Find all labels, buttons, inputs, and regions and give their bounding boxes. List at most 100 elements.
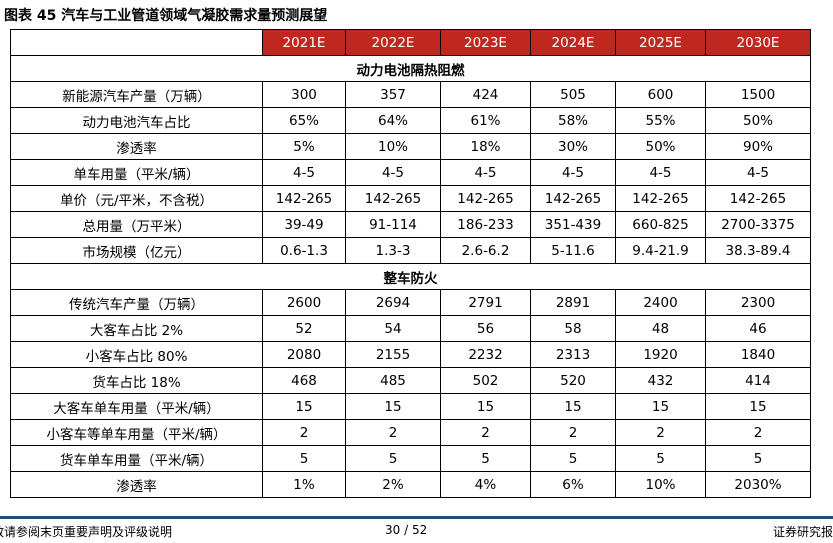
cell: 39-49 <box>262 211 346 238</box>
cell: 2694 <box>345 289 441 316</box>
cell: 2 <box>705 419 811 446</box>
cell: 2% <box>345 471 441 498</box>
cell: 5 <box>440 445 531 472</box>
header-cell: 2022E <box>345 29 441 56</box>
row-label: 货车占比 18% <box>10 367 263 394</box>
cell: 142-265 <box>440 185 531 212</box>
cell: 2030% <box>705 471 811 498</box>
cell: 1920 <box>615 341 706 368</box>
cell: 50% <box>615 133 706 160</box>
figure-title: 图表 45 汽车与工业管道领域气凝胶需求量预测展望 <box>4 8 328 24</box>
cell: 58 <box>530 315 616 342</box>
cell: 5-11.6 <box>530 237 616 264</box>
cell: 414 <box>705 367 811 394</box>
header-cell: 2025E <box>615 29 706 56</box>
cell: 61% <box>440 107 531 134</box>
data-table: 2021E 2022E 2023E 2024E 2025E 2030E 动力电池隔热阻燃 新能… <box>10 29 811 498</box>
footer-brand: 证券研究报 <box>772 525 833 539</box>
cell: 485 <box>345 367 441 394</box>
data-row: 单车用量（平米/辆） 4-5 4-5 4-5 4-5 4-5 4-5 <box>10 159 811 186</box>
cell: 15 <box>705 393 811 420</box>
row-label: 市场规模（亿元） <box>10 237 263 264</box>
cell: 4-5 <box>615 159 706 186</box>
cell: 600 <box>615 81 706 108</box>
row-label: 小客车占比 80% <box>10 341 263 368</box>
row-label: 新能源汽车产量（万辆） <box>10 81 263 108</box>
cell: 2791 <box>440 289 531 316</box>
cell: 2 <box>530 419 616 446</box>
cell: 55% <box>615 107 706 134</box>
cell: 2 <box>440 419 531 446</box>
cell: 15 <box>262 393 346 420</box>
header-row: 2021E 2022E 2023E 2024E 2025E 2030E <box>10 29 811 56</box>
cell: 1840 <box>705 341 811 368</box>
cell: 142-265 <box>262 185 346 212</box>
row-label: 传统汽车产量（万辆） <box>10 289 263 316</box>
cell: 46 <box>705 315 811 342</box>
header-cell: 2024E <box>530 29 616 56</box>
cell: 4-5 <box>262 159 346 186</box>
cell: 142-265 <box>705 185 811 212</box>
cell: 5% <box>262 133 346 160</box>
cell: 2891 <box>530 289 616 316</box>
cell: 5 <box>615 445 706 472</box>
cell: 468 <box>262 367 346 394</box>
cell: 5 <box>530 445 616 472</box>
data-row: 小客车占比 80% 2080 2155 2232 2313 1920 1840 <box>10 341 811 368</box>
data-row: 新能源汽车产量（万辆） 300 357 424 505 600 1500 <box>10 81 811 108</box>
cell: 64% <box>345 107 441 134</box>
cell: 5 <box>705 445 811 472</box>
data-row: 单价（元/平米，不含税） 142-265 142-265 142-265 142-265… <box>10 185 811 212</box>
cell: 4-5 <box>345 159 441 186</box>
cell: 15 <box>345 393 441 420</box>
cell: 5 <box>345 445 441 472</box>
cell: 48 <box>615 315 706 342</box>
row-label: 渗透率 <box>10 471 263 498</box>
section-title: 动力电池隔热阻燃 <box>10 55 811 82</box>
page-number: 30 / 52 <box>385 523 428 537</box>
cell: 502 <box>440 367 531 394</box>
cell: 142-265 <box>345 185 441 212</box>
cell: 10% <box>345 133 441 160</box>
footer-rule <box>0 516 833 519</box>
cell: 91-114 <box>345 211 441 238</box>
data-row: 货车单车用量（平米/辆） 5 5 5 5 5 5 <box>10 445 811 472</box>
cell: 1.3-3 <box>345 237 441 264</box>
header-corner <box>10 29 263 56</box>
cell: 2232 <box>440 341 531 368</box>
cell: 58% <box>530 107 616 134</box>
cell: 2600 <box>262 289 346 316</box>
footer-note: 敬请参阅末页重要声明及评级说明 <box>0 525 173 539</box>
cell: 186-233 <box>440 211 531 238</box>
header-cell: 2030E <box>705 29 811 56</box>
cell: 357 <box>345 81 441 108</box>
cell: 424 <box>440 81 531 108</box>
cell: 4% <box>440 471 531 498</box>
cell: 351-439 <box>530 211 616 238</box>
cell: 30% <box>530 133 616 160</box>
cell: 520 <box>530 367 616 394</box>
cell: 65% <box>262 107 346 134</box>
data-row: 大客车占比 2% 52 54 56 58 48 46 <box>10 315 811 342</box>
data-row: 小客车等单车用量（平米/辆） 2 2 2 2 2 2 <box>10 419 811 446</box>
row-label: 大客车占比 2% <box>10 315 263 342</box>
cell: 2080 <box>262 341 346 368</box>
header-cell: 2021E <box>262 29 346 56</box>
row-label: 小客车等单车用量（平米/辆） <box>10 419 263 446</box>
cell: 50% <box>705 107 811 134</box>
cell: 300 <box>262 81 346 108</box>
cell: 4-5 <box>705 159 811 186</box>
row-label: 货车单车用量（平米/辆） <box>10 445 263 472</box>
cell: 2 <box>615 419 706 446</box>
cell: 2313 <box>530 341 616 368</box>
cell: 15 <box>440 393 531 420</box>
cell: 2.6-6.2 <box>440 237 531 264</box>
row-label: 大客车单车用量（平米/辆） <box>10 393 263 420</box>
cell: 142-265 <box>615 185 706 212</box>
section-row: 整车防火 <box>10 263 811 290</box>
cell: 432 <box>615 367 706 394</box>
section-row: 动力电池隔热阻燃 <box>10 55 811 82</box>
row-label: 单价（元/平米，不含税） <box>10 185 263 212</box>
cell: 4-5 <box>440 159 531 186</box>
row-label: 总用量（万平米） <box>10 211 263 238</box>
